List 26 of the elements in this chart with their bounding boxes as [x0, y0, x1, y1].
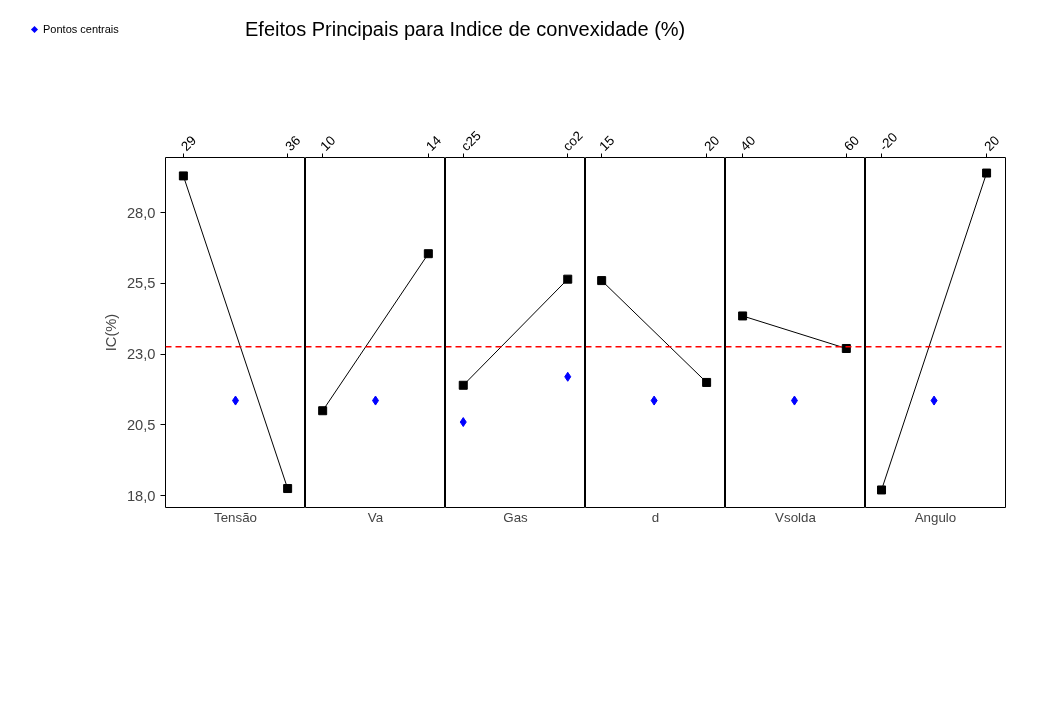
- x-tick-label: c25: [457, 127, 484, 154]
- x-axis-title: Tensão: [214, 509, 257, 525]
- x-tick-label: 10: [317, 132, 339, 154]
- x-tick-label: 40: [737, 132, 759, 154]
- y-tick-label: 20,5: [126, 416, 156, 433]
- x-axis-title: Va: [367, 509, 384, 525]
- x-tick-label: 29: [178, 132, 200, 154]
- x-axis-title: Angulo: [914, 509, 957, 525]
- x-tick-label: -20: [876, 129, 901, 154]
- y-tick-label: 25,5: [126, 275, 156, 292]
- x-tick-label: 60: [841, 132, 863, 154]
- y-tick-label: 28,0: [126, 204, 156, 221]
- x-tick-label: 15: [596, 132, 618, 154]
- y-axis-title: IC(%): [102, 313, 119, 352]
- x-tick-label: co2: [559, 127, 586, 154]
- text: Efeitos Principais para Indice de convexidade (%): [245, 17, 686, 42]
- y-tick-label: 18,0: [126, 487, 156, 504]
- legend-label: Pontos centrais: [43, 23, 119, 35]
- y-tick-label: 23,0: [126, 346, 156, 363]
- x-tick-label: 14: [423, 132, 445, 154]
- x-tick-label: 20: [701, 132, 723, 154]
- x-axis-title: d: [651, 509, 660, 525]
- x-axis-title: Gas: [503, 509, 529, 525]
- x-tick-label: 36: [282, 132, 304, 154]
- x-axis-title: Vsolda: [775, 509, 817, 525]
- x-tick-label: 20: [981, 132, 1003, 154]
